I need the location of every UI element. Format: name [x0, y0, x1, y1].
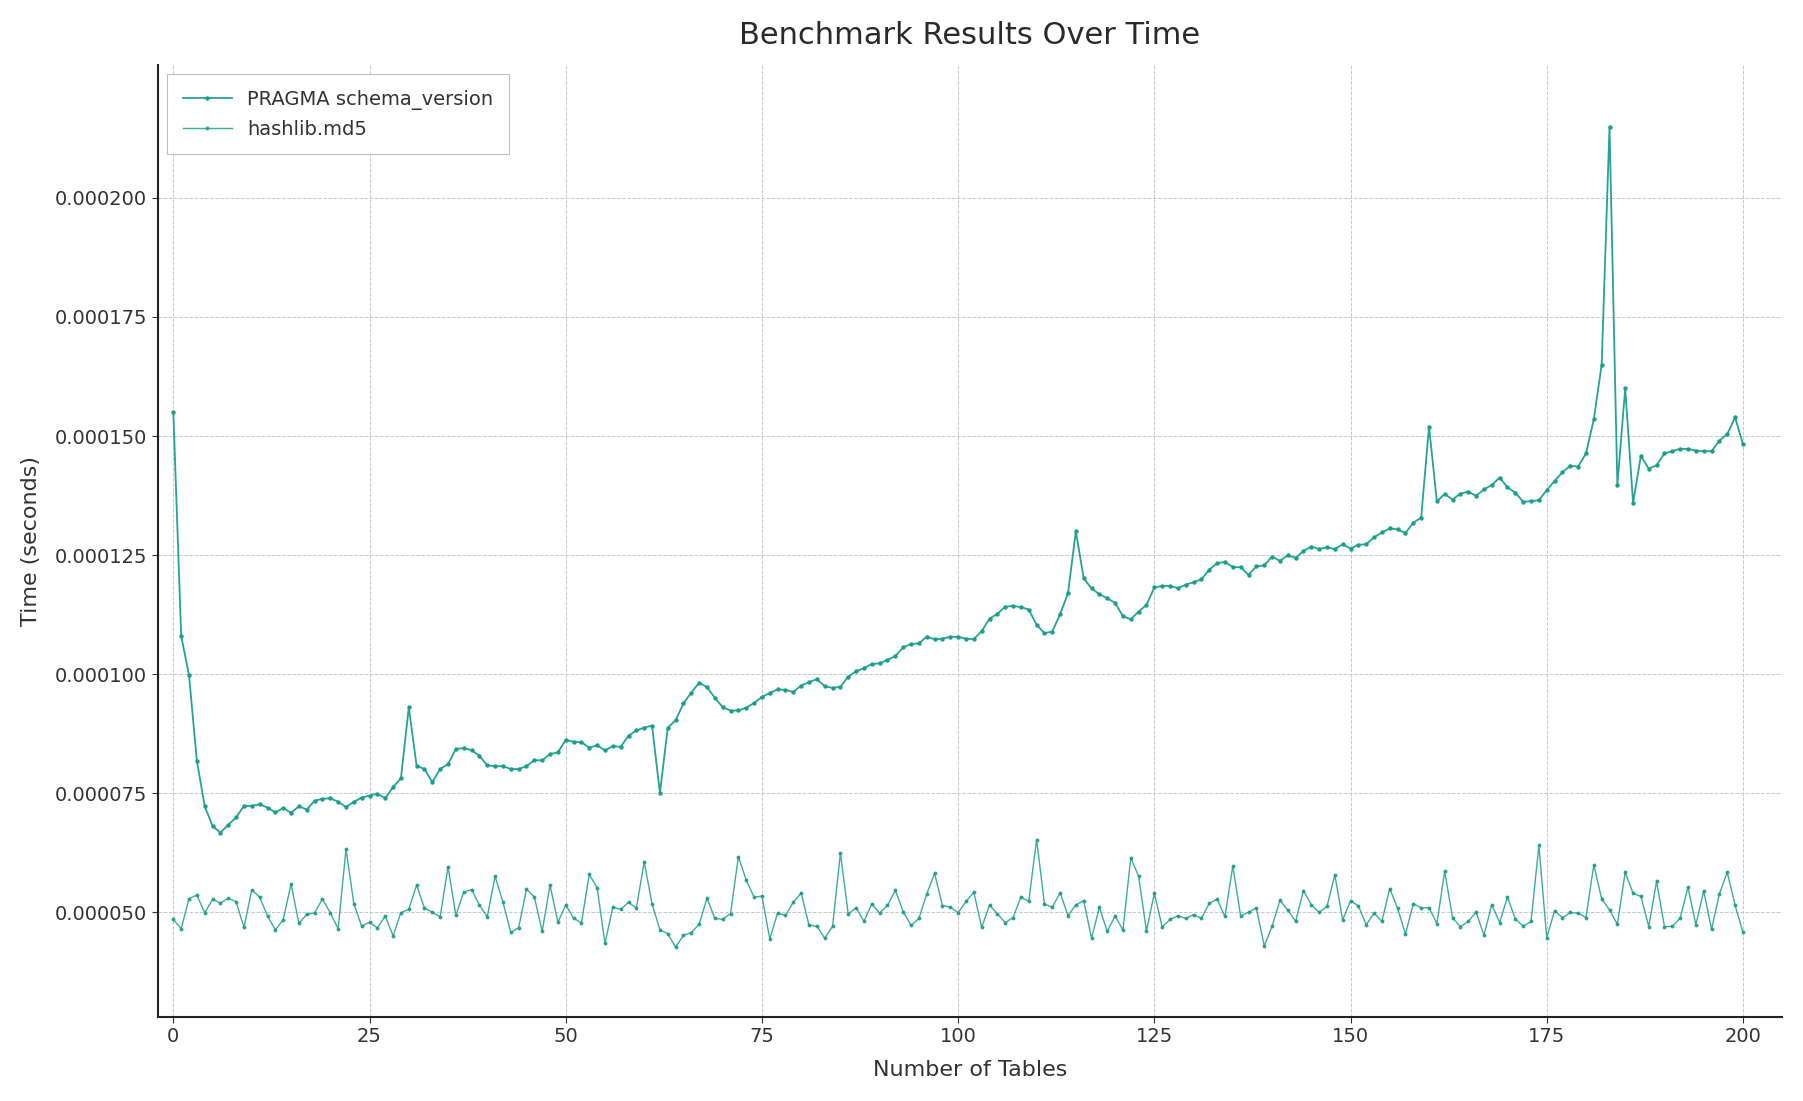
PRAGMA schema_version [1733, 437, 1754, 450]
PRAGMA schema_version [312, 792, 334, 805]
PRAGMA schema_version [743, 696, 764, 709]
PRAGMA schema_version [162, 405, 184, 418]
hashlib.md5 [1019, 895, 1040, 908]
hashlib.md5 [743, 891, 764, 904]
hashlib.md5 [1026, 833, 1048, 847]
PRAGMA schema_version [209, 826, 231, 839]
hashlib.md5 [829, 847, 851, 860]
Legend: PRAGMA schema_version, hashlib.md5: PRAGMA schema_version, hashlib.md5 [168, 75, 508, 154]
Title: Benchmark Results Over Time: Benchmark Results Over Time [739, 21, 1201, 50]
hashlib.md5 [1614, 865, 1635, 879]
PRAGMA schema_version [1019, 603, 1040, 617]
Y-axis label: Time (seconds): Time (seconds) [22, 456, 41, 625]
PRAGMA schema_version [169, 630, 191, 643]
PRAGMA schema_version [1599, 120, 1621, 133]
hashlib.md5 [1733, 926, 1754, 939]
hashlib.md5 [303, 906, 325, 919]
PRAGMA schema_version [1614, 382, 1635, 395]
hashlib.md5 [169, 923, 191, 936]
hashlib.md5 [162, 913, 184, 926]
hashlib.md5 [665, 940, 687, 953]
X-axis label: Number of Tables: Number of Tables [873, 1060, 1067, 1080]
Line: hashlib.md5: hashlib.md5 [171, 838, 1744, 948]
PRAGMA schema_version [829, 680, 851, 694]
Line: PRAGMA schema_version: PRAGMA schema_version [171, 126, 1745, 835]
